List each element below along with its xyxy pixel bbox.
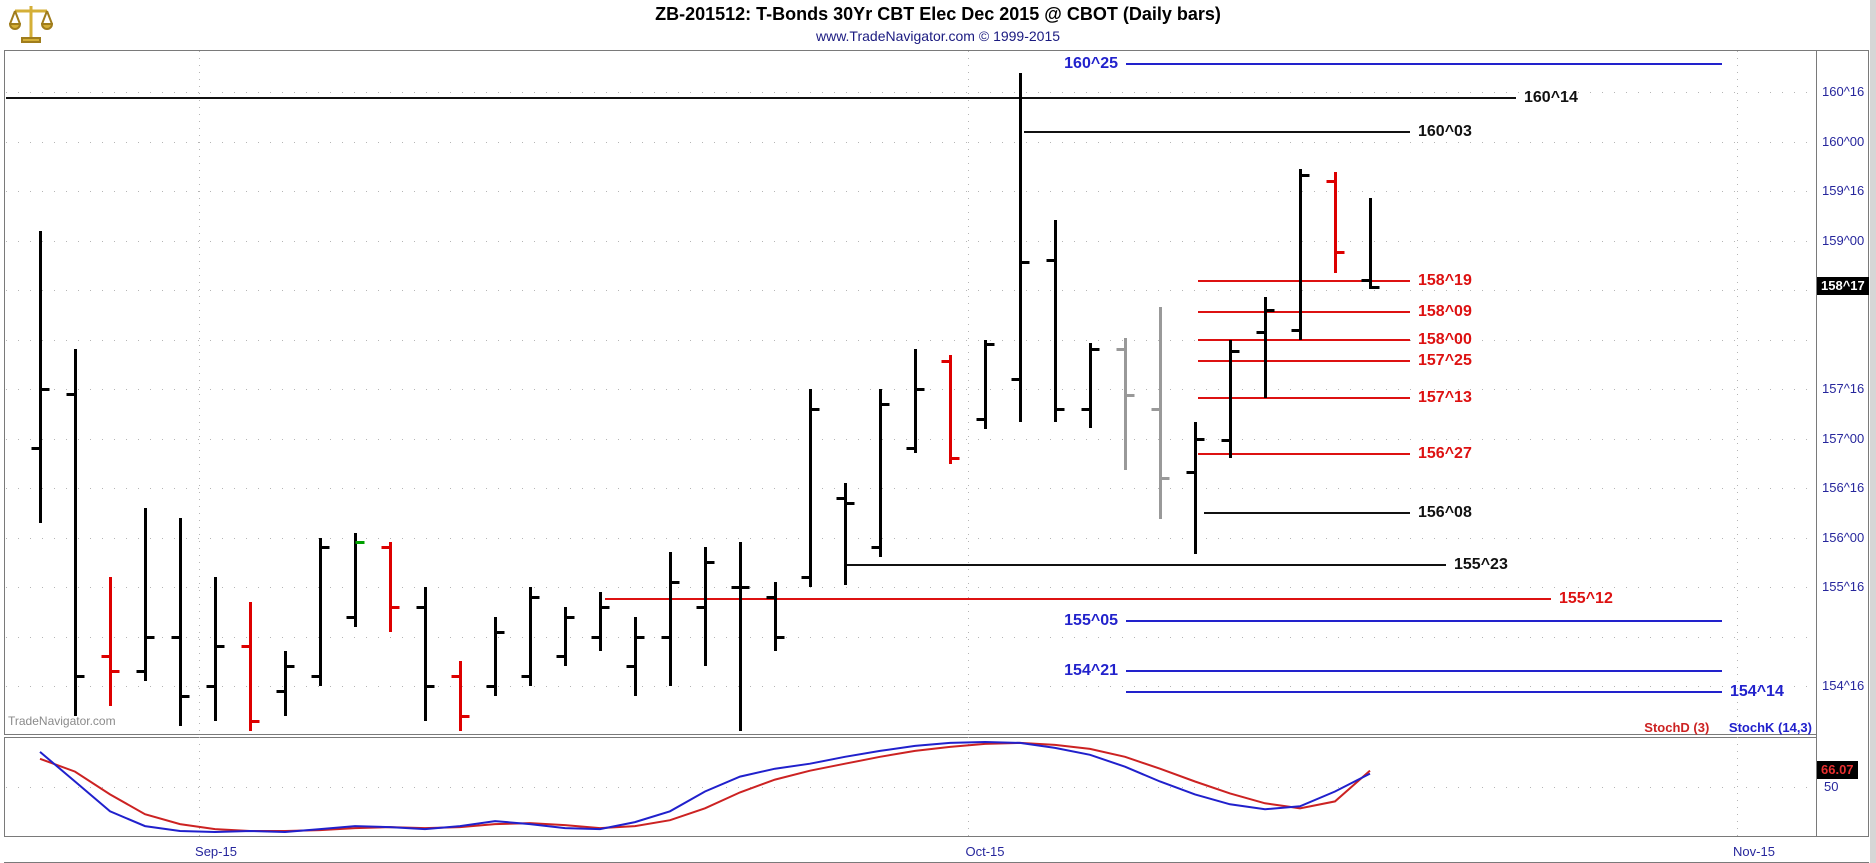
y-axis-tick-label: 159^00 xyxy=(1822,233,1865,248)
time-axis xyxy=(4,837,1869,863)
level-label: 155^05 xyxy=(1064,612,1118,629)
watermark: TradeNavigator.com xyxy=(8,714,116,728)
level-label: 155^23 xyxy=(1454,556,1508,573)
y-axis-tick-label: 154^16 xyxy=(1822,678,1865,693)
price-axis xyxy=(1816,50,1869,837)
stoch-k-legend-label: StochK (14,3) xyxy=(1728,720,1812,735)
stoch-value-box: 66.07 xyxy=(1817,760,1858,779)
current-price-box: 158^17 xyxy=(1817,277,1869,295)
level-label: 157^25 xyxy=(1418,352,1472,369)
stoch-mid-tick-label: 50 xyxy=(1824,779,1839,794)
level-label: 156^27 xyxy=(1418,445,1472,462)
level-label: 158^19 xyxy=(1418,272,1472,289)
level-label: 158^09 xyxy=(1418,303,1472,320)
stoch-panel-canvas[interactable] xyxy=(4,737,1817,837)
right-edge-strip xyxy=(1870,0,1876,863)
month-label: Nov-15 xyxy=(1733,844,1775,859)
stoch-legend: StochD (3) StochK (14,3) xyxy=(1200,720,1812,735)
y-axis-tick-label: 160^00 xyxy=(1822,134,1865,149)
y-axis-tick-label: 157^16 xyxy=(1822,381,1865,396)
y-axis-tick-label: 160^16 xyxy=(1822,84,1865,99)
chart-subtitle: www.TradeNavigator.com © 1999-2015 xyxy=(815,28,1061,44)
level-label: 154^21 xyxy=(1064,662,1118,679)
level-label: 157^13 xyxy=(1418,389,1472,406)
y-axis-tick-label: 159^16 xyxy=(1822,183,1865,198)
month-label: Oct-15 xyxy=(965,844,1005,859)
level-label: 155^12 xyxy=(1559,590,1613,607)
y-axis-tick-label: 156^16 xyxy=(1822,480,1865,495)
level-label: 158^00 xyxy=(1418,331,1472,348)
level-label: 156^08 xyxy=(1418,504,1472,521)
level-label: 160^25 xyxy=(1064,55,1118,72)
stoch-d-legend-label: StochD (3) xyxy=(1644,720,1710,735)
y-axis-tick-label: 155^16 xyxy=(1822,579,1865,594)
level-label: 154^14 xyxy=(1730,683,1784,700)
price-panel-canvas[interactable] xyxy=(4,50,1817,735)
month-label: Sep-15 xyxy=(195,844,237,859)
level-label: 160^14 xyxy=(1524,89,1578,106)
y-axis-tick-label: 156^00 xyxy=(1822,530,1865,545)
tradenavigator-logo-icon xyxy=(8,6,54,43)
level-label: 160^03 xyxy=(1418,123,1472,140)
y-axis-tick-label: 157^00 xyxy=(1822,431,1865,446)
chart-title: ZB-201512: T-Bonds 30Yr CBT Elec Dec 201… xyxy=(655,4,1221,24)
